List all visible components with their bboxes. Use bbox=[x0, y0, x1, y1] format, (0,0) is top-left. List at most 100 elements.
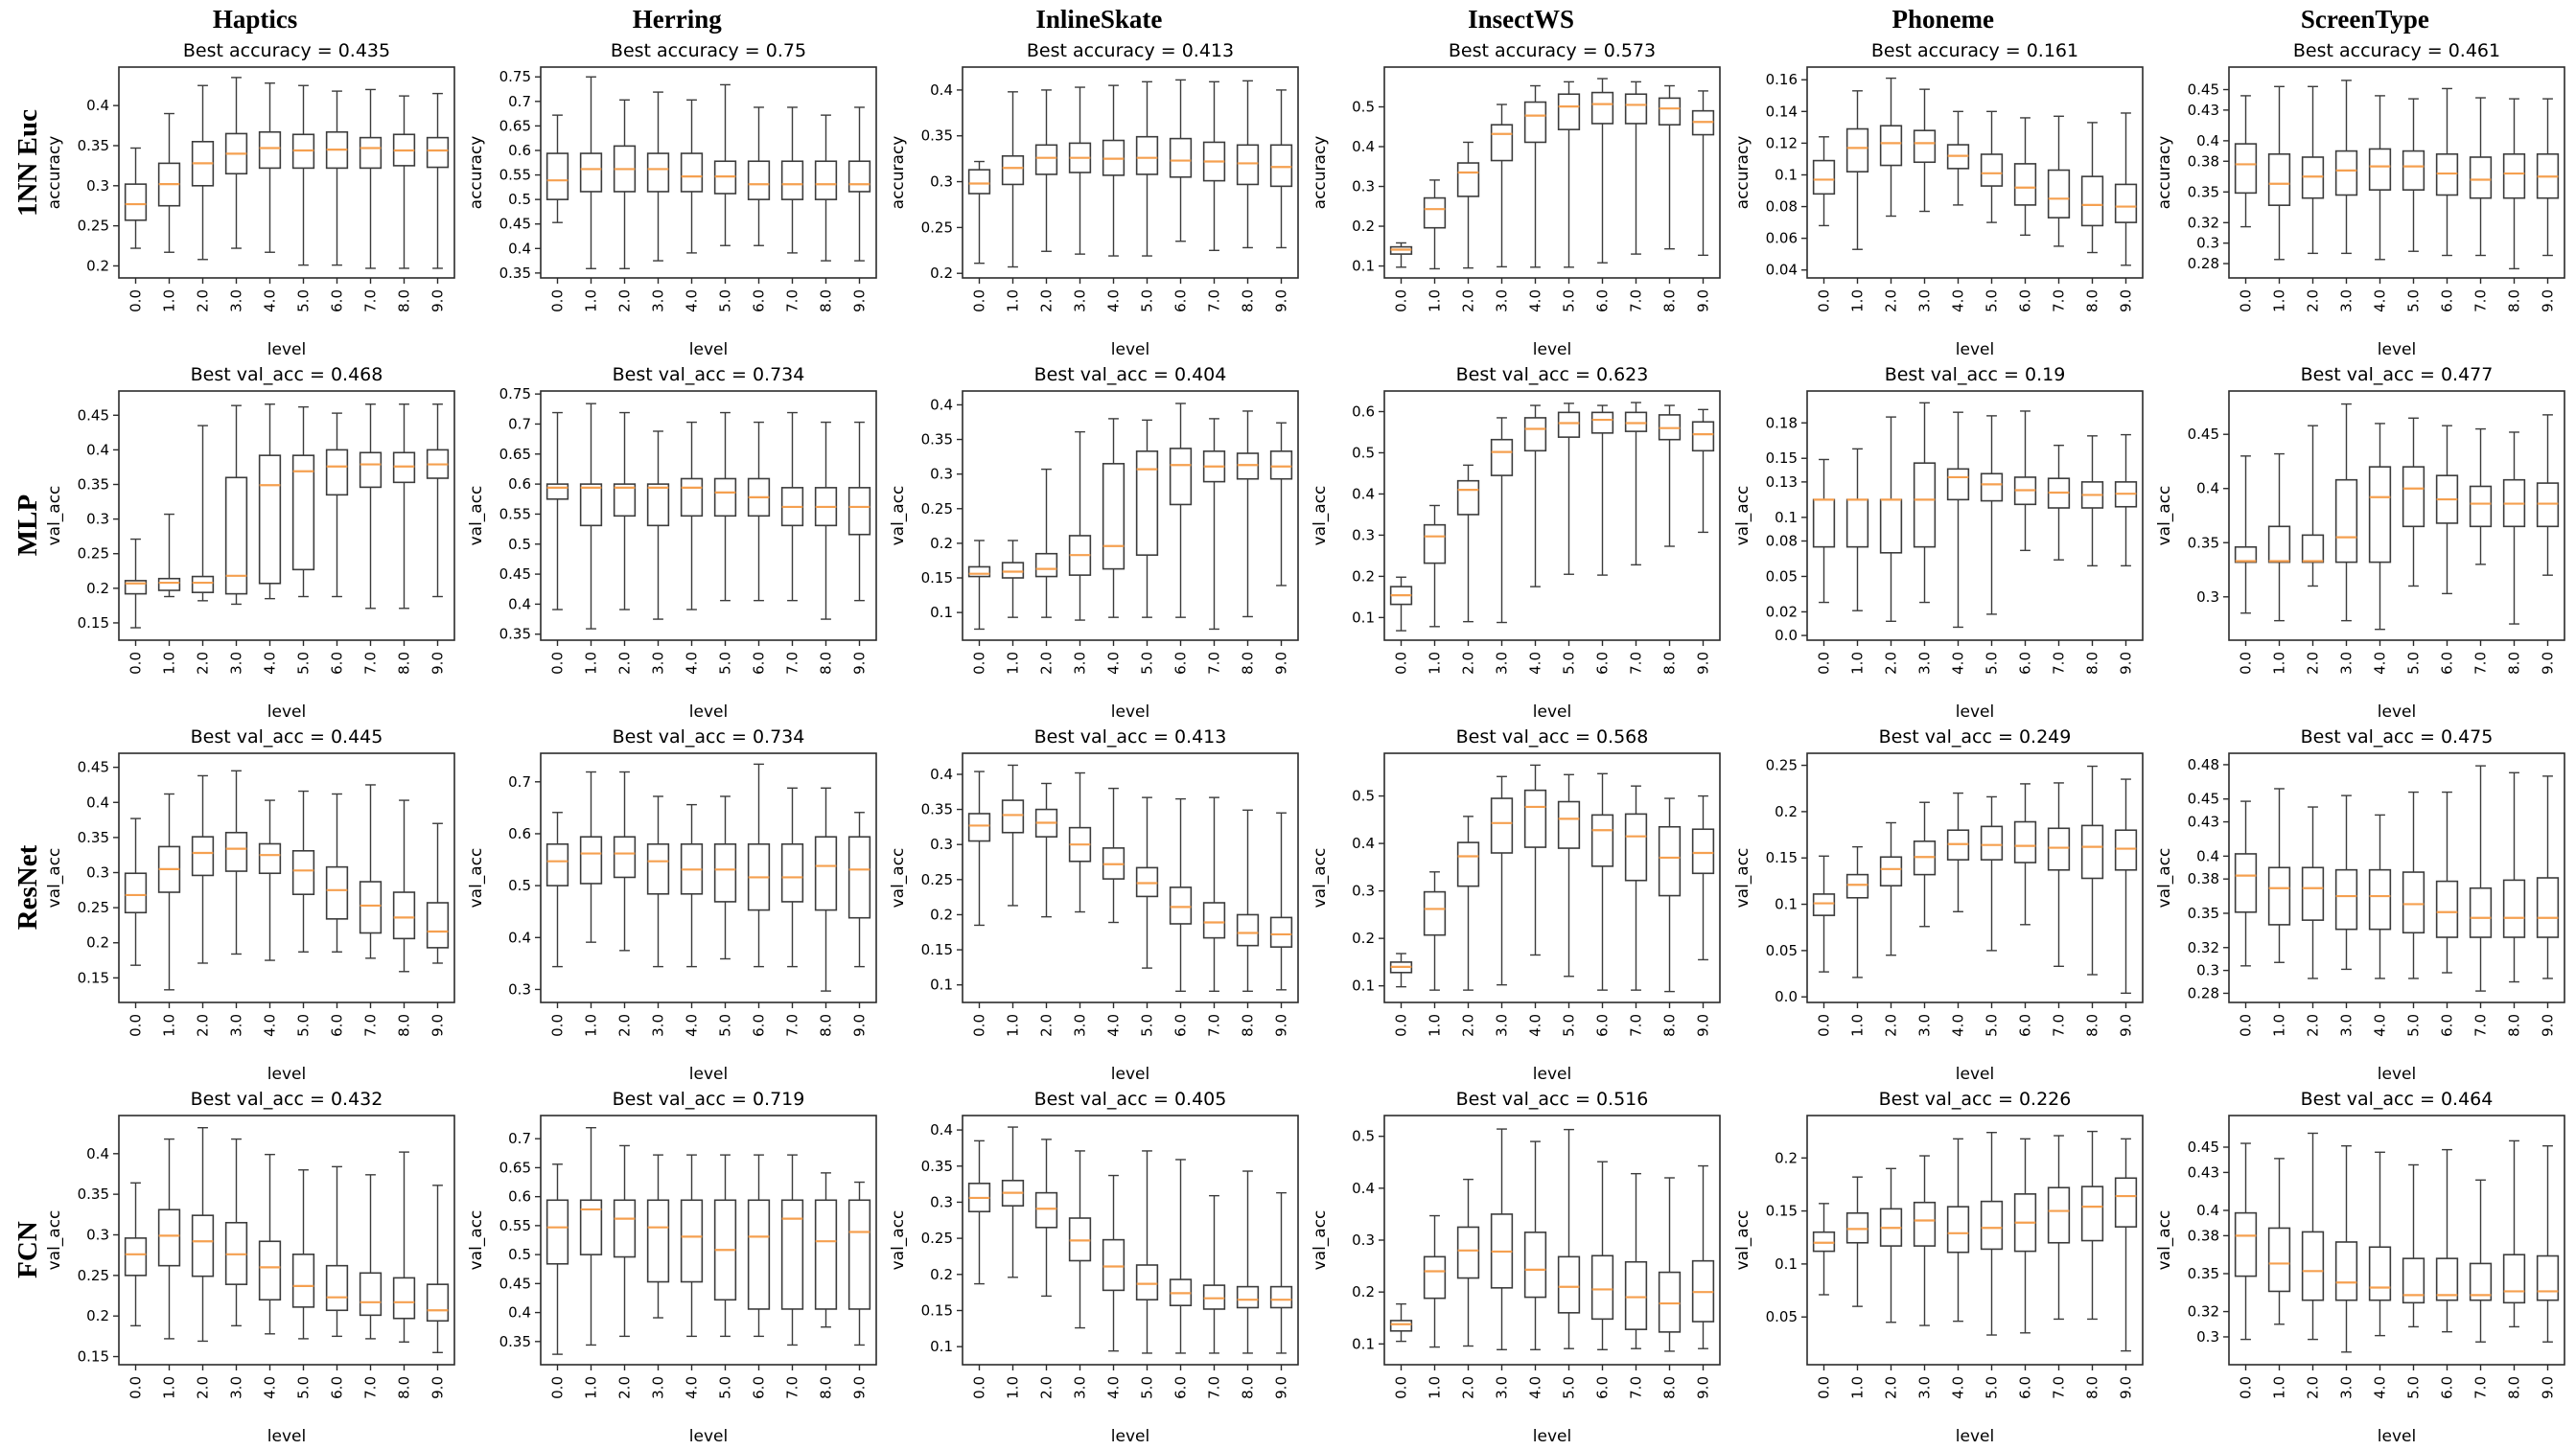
y-tick-label: 0.4 bbox=[508, 1304, 531, 1322]
box bbox=[1035, 144, 1058, 175]
x-tick-label: 7.0 bbox=[2472, 652, 2489, 675]
x-tick-label: 4.0 bbox=[262, 1014, 279, 1037]
plot-canvas: Best val_acc = 0.475 0.28 0.3 0.32 0.35 0.38 0… bbox=[2155, 726, 2565, 1084]
box bbox=[546, 152, 569, 200]
subplot-fcn-screentype: Best val_acc = 0.464 0.3 0.32 0.35 0.38 0.4 0.… bbox=[2154, 1087, 2576, 1449]
x-tick-label: 8.0 bbox=[2083, 1014, 2100, 1037]
box bbox=[1879, 856, 1902, 887]
subplot-title: Best accuracy = 0.461 bbox=[2293, 40, 2500, 61]
x-tick-label: 3.0 bbox=[1494, 1376, 1511, 1399]
x-tick-label: 6.0 bbox=[1172, 652, 1190, 675]
x-tick-label: 6.0 bbox=[329, 289, 346, 312]
x-tick-label: 2.0 bbox=[1460, 1014, 1477, 1037]
box bbox=[1237, 144, 1260, 186]
x-tick-label: 1.0 bbox=[583, 1014, 600, 1037]
plot-canvas: Best val_acc = 0.468 0.15 0.2 0.25 0.3 0.35 0.… bbox=[45, 364, 455, 722]
box bbox=[1524, 101, 1547, 144]
axis-frame bbox=[1383, 66, 1722, 279]
x-tick-label: 2.0 bbox=[1882, 652, 1899, 675]
x-tick-label: 0.0 bbox=[549, 289, 567, 312]
subplot-fcn-haptics: Best val_acc = 0.432 0.15 0.2 0.25 0.3 0.35 0.… bbox=[44, 1087, 466, 1449]
y-tick-label: 0.1 bbox=[930, 604, 953, 621]
box bbox=[1270, 1285, 1293, 1309]
box bbox=[2080, 175, 2103, 227]
y-tick-label: 0.1 bbox=[1775, 509, 1798, 526]
y-tick-label: 0.35 bbox=[2187, 1265, 2218, 1282]
subplot-title: Best val_acc = 0.568 bbox=[1456, 726, 1649, 748]
box bbox=[1524, 789, 1547, 848]
y-tick-label: 0.2 bbox=[930, 265, 953, 282]
x-tick-label: 6.0 bbox=[1594, 289, 1612, 312]
box bbox=[1625, 1260, 1648, 1330]
x-tick-label: 8.0 bbox=[2505, 289, 2522, 312]
box bbox=[1625, 411, 1648, 432]
box bbox=[1170, 886, 1193, 925]
y-axis-label: val_acc bbox=[1733, 1210, 1752, 1271]
x-tick-label: 9.0 bbox=[429, 652, 447, 675]
subplot-title: Best accuracy = 0.573 bbox=[1449, 40, 1656, 61]
x-tick-label: 8.0 bbox=[1661, 1014, 1679, 1037]
box bbox=[1237, 913, 1260, 947]
box bbox=[1424, 890, 1447, 936]
y-tick-label: 0.32 bbox=[2187, 214, 2218, 231]
box bbox=[2402, 150, 2425, 191]
box bbox=[714, 477, 737, 518]
box bbox=[1136, 135, 1159, 175]
plot-canvas: Best val_acc = 0.226 0.05 0.1 0.15 0.2 val_ac… bbox=[1733, 1089, 2144, 1446]
subplot-1nn-euc-haptics: Haptics Best accuracy = 0.435 0.2 0.25 0.3 0.… bbox=[44, 0, 466, 362]
subplot-title: Best val_acc = 0.445 bbox=[191, 726, 383, 748]
y-tick-label: 0.5 bbox=[1353, 99, 1376, 116]
box bbox=[258, 842, 282, 875]
box bbox=[291, 1254, 315, 1308]
y-tick-label: 0.43 bbox=[2187, 1163, 2218, 1181]
y-tick-label: 0.35 bbox=[2187, 183, 2218, 200]
box bbox=[1558, 1255, 1581, 1314]
y-tick-label: 0.38 bbox=[2187, 870, 2218, 887]
row-label-fcn: FCN bbox=[12, 1221, 43, 1278]
x-tick-label: 7.0 bbox=[2050, 1014, 2067, 1037]
y-tick-label: 0.3 bbox=[2196, 1328, 2219, 1346]
subplot-fcn-insectws: Best val_acc = 0.516 0.1 0.2 0.3 0.4 0.5 val_a… bbox=[1310, 1087, 1731, 1449]
subplot-1nn-euc-phoneme: Phoneme Best accuracy = 0.161 0.04 0.06 0.08… bbox=[1732, 0, 2154, 362]
plot-canvas: Best val_acc = 0.516 0.1 0.2 0.3 0.4 0.5 val_a… bbox=[1311, 1089, 1722, 1446]
box bbox=[2013, 163, 2036, 206]
x-tick-label: 0.0 bbox=[971, 1376, 988, 1399]
x-tick-label: 2.0 bbox=[616, 289, 634, 312]
box bbox=[2334, 478, 2357, 564]
subplot-title: Best val_acc = 0.734 bbox=[613, 364, 805, 385]
x-tick-label: 9.0 bbox=[1695, 652, 1712, 675]
x-tick-label: 2.0 bbox=[616, 652, 634, 675]
x-tick-label: 0.0 bbox=[1393, 289, 1410, 312]
box bbox=[392, 1277, 416, 1320]
y-tick-label: 0.65 bbox=[499, 117, 531, 134]
x-tick-label: 2.0 bbox=[1038, 652, 1056, 675]
x-tick-label: 8.0 bbox=[818, 652, 835, 675]
y-tick-label: 0.35 bbox=[78, 1185, 109, 1203]
x-tick-label: 7.0 bbox=[1206, 652, 1223, 675]
x-tick-label: 1.0 bbox=[2270, 1376, 2287, 1399]
x-tick-label: 8.0 bbox=[1240, 1014, 1257, 1037]
x-tick-label: 0.0 bbox=[1393, 1014, 1410, 1037]
x-tick-label: 4.0 bbox=[1105, 1014, 1123, 1037]
x-tick-label: 1.0 bbox=[583, 1376, 600, 1399]
x-tick-label: 4.0 bbox=[2371, 1014, 2388, 1037]
x-tick-label: 3.0 bbox=[1494, 652, 1511, 675]
y-tick-label: 0.3 bbox=[2196, 235, 2219, 252]
box bbox=[191, 1214, 215, 1277]
box bbox=[1270, 144, 1293, 188]
x-tick-label: 8.0 bbox=[2505, 1376, 2522, 1399]
box bbox=[1659, 97, 1682, 126]
y-tick-label: 0.43 bbox=[2187, 814, 2218, 831]
x-tick-label: 2.0 bbox=[1460, 1376, 1477, 1399]
y-tick-label: 0.45 bbox=[499, 216, 531, 233]
plot-canvas: Best accuracy = 0.435 0.2 0.25 0.3 0.35 0.4 ac… bbox=[45, 40, 455, 359]
box bbox=[2080, 824, 2103, 880]
y-tick-label: 0.35 bbox=[921, 801, 953, 818]
x-tick-label: 5.0 bbox=[295, 652, 313, 675]
box bbox=[1812, 498, 1835, 548]
box bbox=[2502, 1254, 2525, 1304]
x-axis-label: level bbox=[2378, 340, 2416, 359]
y-axis-label: accuracy bbox=[889, 136, 908, 210]
y-tick-label: 0.75 bbox=[499, 385, 531, 403]
x-tick-label: 6.0 bbox=[329, 652, 346, 675]
